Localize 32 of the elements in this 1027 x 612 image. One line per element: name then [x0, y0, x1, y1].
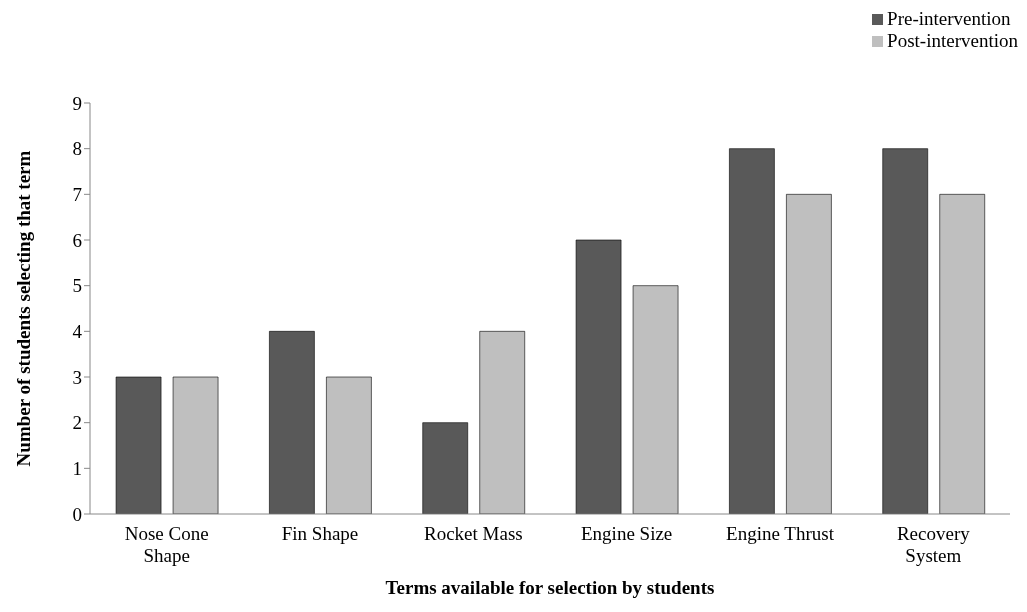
bar — [939, 194, 986, 514]
y-tick-label: 6 — [72, 229, 82, 251]
bar — [326, 376, 372, 514]
bar — [479, 331, 526, 514]
y-tick-label: 4 — [72, 321, 83, 343]
y-tick-label: 9 — [72, 92, 82, 114]
bar — [172, 376, 219, 514]
x-tick-label: Rocket Mass — [423, 523, 523, 544]
x-tick-label: Nose Cone Shape — [124, 523, 209, 566]
y-tick-label: 0 — [72, 503, 82, 525]
bar — [882, 148, 929, 514]
bar — [729, 148, 775, 514]
y-tick-label: 3 — [72, 366, 82, 388]
bar — [422, 422, 469, 514]
x-tick-label: Engine Thrust — [726, 523, 835, 544]
legend-label: Pre-intervention — [887, 8, 1011, 30]
y-axis-title: Number of students selecting that term — [12, 150, 34, 467]
y-tick-label: 2 — [72, 412, 82, 434]
bar — [269, 331, 315, 514]
x-tick-label: Fin Shape — [281, 523, 359, 544]
bar — [115, 376, 162, 514]
legend-label: Post-intervention — [887, 30, 1018, 52]
bar — [786, 194, 832, 514]
bar — [632, 285, 679, 514]
y-tick-label: 8 — [72, 138, 82, 160]
y-tick-label: 5 — [72, 275, 82, 297]
bar — [575, 239, 622, 514]
x-axis-title: Terms available for selection by students — [385, 577, 715, 598]
x-tick-label: Engine Size — [581, 523, 673, 544]
y-tick-label: 7 — [72, 184, 82, 206]
x-tick-label: Recovery System — [896, 523, 971, 566]
y-tick-label: 1 — [72, 458, 82, 480]
